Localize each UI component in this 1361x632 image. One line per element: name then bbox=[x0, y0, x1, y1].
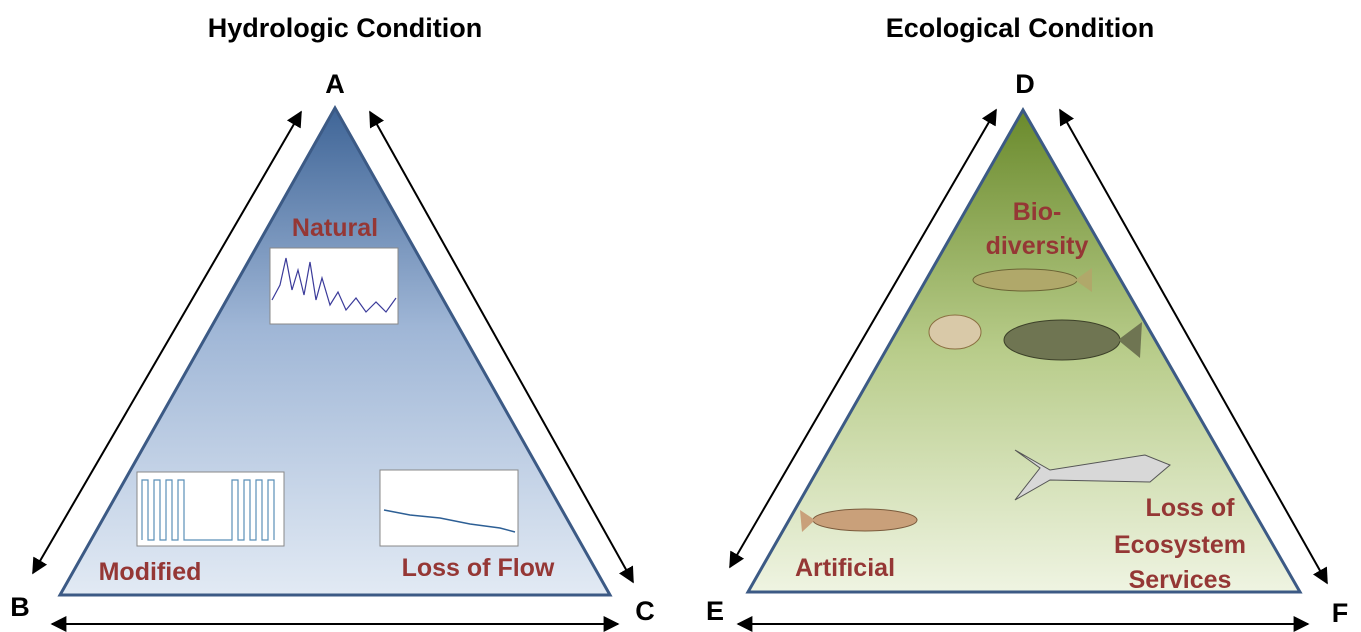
corner-label: Loss of Flow bbox=[402, 554, 555, 582]
fish-trout bbox=[800, 508, 918, 532]
vertex-label: F bbox=[1332, 598, 1349, 628]
fish-darter bbox=[972, 268, 1092, 292]
vertex-label: C bbox=[635, 596, 655, 626]
hydrograph-natural bbox=[269, 247, 399, 325]
vertex-label: B bbox=[10, 592, 30, 622]
arrow bbox=[1059, 108, 1328, 585]
corner-label: Modified bbox=[99, 558, 202, 586]
corner-label: Bio- bbox=[1013, 198, 1062, 226]
arrow bbox=[729, 108, 997, 569]
insect-larva bbox=[928, 314, 982, 350]
corner-label: diversity bbox=[986, 232, 1089, 260]
panel-title: Ecological Condition bbox=[886, 13, 1155, 43]
vertex-label: A bbox=[325, 69, 345, 99]
corner-label: Services bbox=[1129, 566, 1232, 594]
hydrograph-modified bbox=[136, 471, 285, 547]
hydrograph-loss bbox=[379, 469, 519, 547]
arrow bbox=[32, 110, 302, 575]
corner-label: Natural bbox=[292, 214, 378, 242]
fish-bass bbox=[1003, 319, 1142, 361]
fish-skeleton bbox=[1014, 449, 1171, 501]
corner-label: Loss of bbox=[1146, 494, 1236, 522]
corner-label: Ecosystem bbox=[1114, 531, 1246, 559]
vertex-label: D bbox=[1015, 69, 1035, 99]
corner-label: Artificial bbox=[795, 554, 895, 582]
arrow bbox=[369, 110, 634, 584]
vertex-label: E bbox=[706, 596, 724, 626]
panel-title: Hydrologic Condition bbox=[208, 13, 482, 43]
